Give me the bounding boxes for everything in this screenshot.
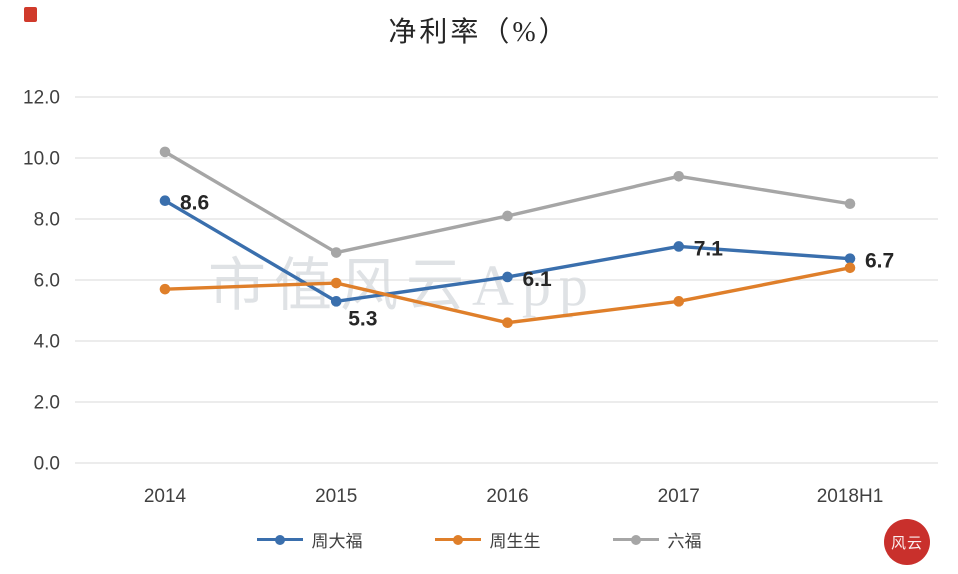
data-point xyxy=(673,241,685,252)
data-point xyxy=(159,195,171,206)
legend-item-2: 六福 xyxy=(612,527,702,552)
x-tick-label: 2016 xyxy=(486,486,528,507)
data-label: 5.3 xyxy=(348,307,377,330)
data-point xyxy=(844,198,856,210)
data-point xyxy=(159,146,171,158)
data-point xyxy=(673,171,685,182)
legend-label: 周生生 xyxy=(489,532,541,551)
chart-title: 净利率（%） xyxy=(388,17,570,48)
corner-mark-icon xyxy=(24,7,37,22)
y-tick-label: 0.0 xyxy=(34,454,60,475)
legend-swatch xyxy=(612,538,659,541)
legend-item-1: 周生生 xyxy=(434,527,541,552)
data-point xyxy=(844,262,856,274)
chart-legend: 周大福 周生生 六福 xyxy=(0,527,958,552)
y-tick-label: 8.0 xyxy=(34,210,60,231)
data-point xyxy=(330,296,342,307)
data-point xyxy=(844,253,856,264)
x-tick-label: 2017 xyxy=(658,486,700,507)
y-tick-label: 6.0 xyxy=(34,271,60,292)
legend-item-0: 周大福 xyxy=(256,527,363,552)
legend-swatch xyxy=(434,538,481,541)
legend-label: 周大福 xyxy=(311,532,363,551)
data-label: 7.1 xyxy=(694,237,724,260)
data-point xyxy=(159,283,171,295)
legend-label: 六福 xyxy=(667,532,702,551)
data-point xyxy=(330,277,342,289)
data-point xyxy=(330,247,342,258)
fengyun-seal-icon: 风云 xyxy=(884,519,930,565)
data-point xyxy=(502,317,513,329)
y-tick-label: 4.0 xyxy=(34,332,60,353)
series-line-2 xyxy=(163,150,852,255)
y-tick-label: 10.0 xyxy=(23,149,60,170)
y-tick-label: 12.0 xyxy=(23,88,60,109)
legend-swatch xyxy=(256,538,303,541)
x-tick-label: 2018H1 xyxy=(817,486,884,507)
data-label: 6.7 xyxy=(865,250,894,273)
data-point xyxy=(502,271,513,283)
y-tick-label: 2.0 xyxy=(34,393,60,414)
data-point xyxy=(502,210,513,222)
data-label: 6.1 xyxy=(523,268,553,291)
x-tick-label: 2014 xyxy=(144,486,187,507)
x-tick-label: 2015 xyxy=(315,486,357,507)
data-label: 8.6 xyxy=(180,192,209,215)
data-point xyxy=(673,296,685,307)
